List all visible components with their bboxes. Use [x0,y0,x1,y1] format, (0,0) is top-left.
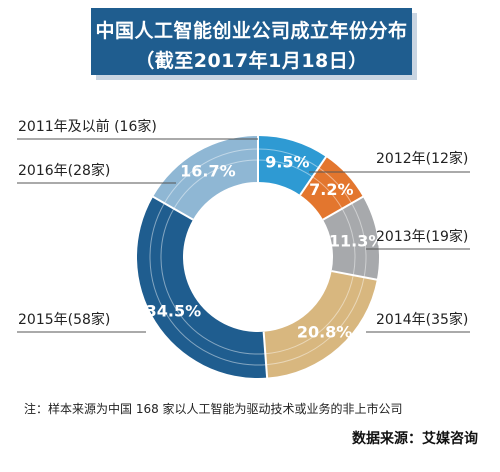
chart-subtitle: （截至2017年1月18日） [135,50,368,72]
slice-percent-label: 34.5% [146,301,202,320]
donut-slice [263,271,377,378]
footnote: 注：样本来源为中国 168 家以人工智能为驱动技术或业务的非上市公司 [24,402,403,416]
slice-percent-label: 20.8% [297,323,353,342]
data-source: 数据来源：艾媒咨询 [352,431,478,447]
slice-category-label: 2013年(19家) [376,228,468,245]
donut-slice [153,136,258,220]
slice-ring [341,208,356,276]
slice-ring [318,167,353,204]
slice-percent-label: 11.3% [329,231,385,250]
slice-separator [262,331,269,379]
title-banner: 中国人工智能创业公司成立年份分布 （截至2017年1月18日） [91,8,412,75]
slice-separator [322,195,365,221]
slice-percent-label: 7.2% [309,180,353,199]
slice-ring [265,275,354,355]
chart-title: 中国人工智能创业公司成立年份分布 [95,20,408,42]
slice-category-label: 2015年(58家) [18,311,110,328]
slice-category-label: 2011年及以前 (16家) [18,118,157,135]
slice-separator [299,155,328,196]
slice-ring [266,277,365,366]
slice-percent-label: 9.5% [265,152,309,171]
slice-separator [151,195,194,221]
slice-ring [351,202,367,278]
slice-category-label: 2014年(35家) [376,311,468,328]
slice-ring [257,148,319,169]
slice-ring [149,202,267,366]
slice-separator [331,270,379,281]
slice-ring [160,208,266,355]
donut-slice [137,196,268,378]
donut-slice [323,196,379,280]
slice-ring [163,148,259,204]
slice-ring [312,176,343,209]
slice-ring [257,159,313,178]
slice-category-label: 2016年(28家) [18,162,110,179]
slice-category-label: 2012年(12家) [376,150,468,167]
slice-ring [173,159,259,209]
slice-percent-label: 16.7% [180,161,236,180]
